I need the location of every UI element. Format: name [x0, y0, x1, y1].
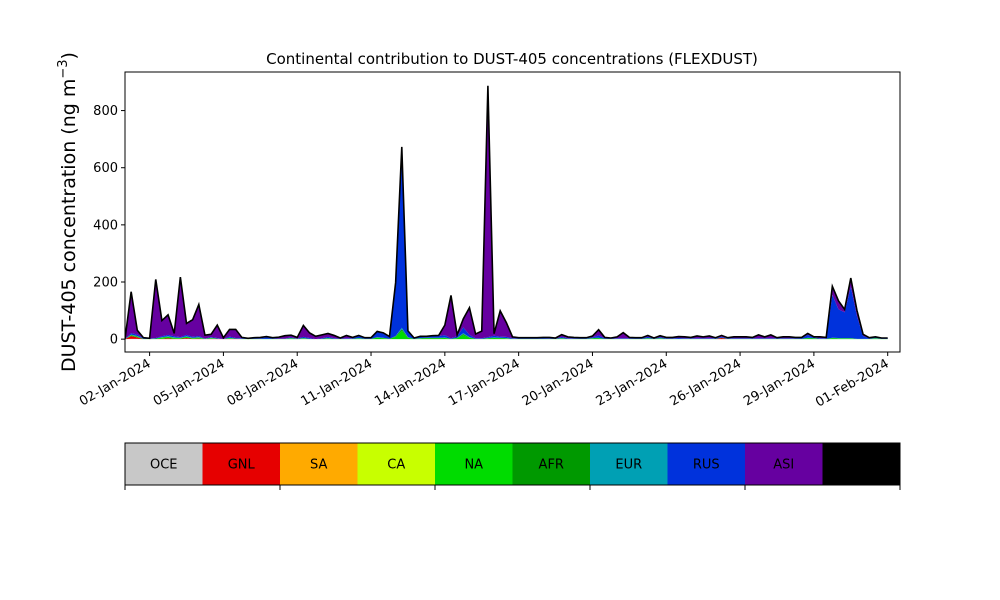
- total-outline: [125, 85, 888, 340]
- y-axis-label-main: DUST-405 concentration (ng m: [58, 79, 80, 372]
- y-tick-label: 800: [93, 104, 118, 119]
- legend-swatch-sa: [280, 443, 358, 485]
- legend-swatch-na: [435, 443, 513, 485]
- legend-swatch-oce: [125, 443, 203, 485]
- legend-label-oce: OCE: [150, 458, 178, 473]
- y-axis-label: DUST-405 concentration (ng m−3): [56, 52, 80, 372]
- y-tick-label: 400: [93, 218, 118, 233]
- legend-label-afr: AFR: [539, 458, 564, 473]
- legend-label-aus: AUS: [848, 458, 875, 473]
- legend-swatch-eur: [590, 443, 668, 485]
- legend-swatch-aus: [822, 443, 900, 485]
- legend-frame: [124, 442, 901, 486]
- area-series-eur: [125, 327, 888, 340]
- y-tick-label: 200: [93, 276, 118, 291]
- plot-frame: [124, 71, 901, 353]
- area-series-gnl: [125, 336, 888, 340]
- legend-swatch-afr: [512, 443, 590, 485]
- area-series-na: [125, 330, 888, 340]
- legend-label-na: NA: [464, 458, 483, 473]
- plot-area: [125, 85, 888, 340]
- area-series-afr: [125, 329, 888, 340]
- y-axis-label-close: ): [58, 52, 80, 59]
- legend-label-asi: ASI: [773, 458, 794, 473]
- legend-swatch-rus: [667, 443, 745, 485]
- legend-label-ca: CA: [387, 458, 405, 473]
- y-tick-label: 600: [93, 161, 118, 176]
- chart-title: Continental contribution to DUST-405 con…: [266, 50, 758, 68]
- legend-colorbar: OCE GNL SA CA NA AFR EUR RUS ASI AUS: [124, 442, 901, 490]
- legend-label-rus: RUS: [693, 458, 720, 473]
- legend-label-eur: EUR: [615, 458, 642, 473]
- y-axis-label-superscript: −3: [56, 59, 71, 78]
- legend-label-sa: SA: [310, 458, 327, 473]
- y-tick-label: 0: [110, 333, 118, 348]
- y-axis: 0 200 400 600 800: [93, 104, 125, 348]
- legend-swatch-gnl: [202, 443, 280, 485]
- legend-swatch-asi: [745, 443, 823, 485]
- legend-swatch-ca: [357, 443, 435, 485]
- legend-label-gnl: GNL: [228, 458, 256, 473]
